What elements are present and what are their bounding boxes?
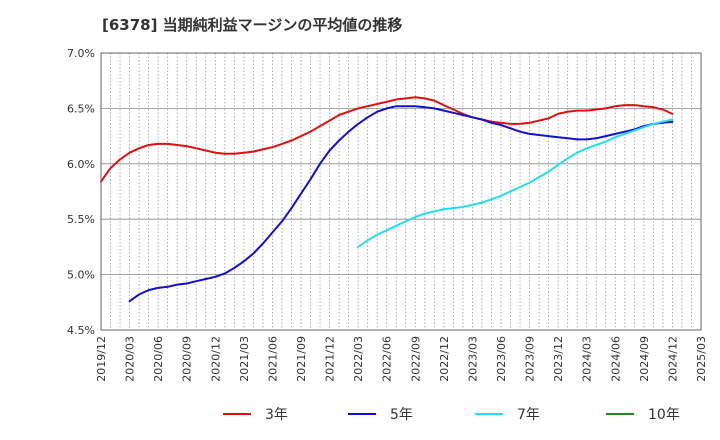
series-line-1 <box>100 96 674 183</box>
legend: 3年 5年 7年 10年 <box>223 407 680 423</box>
x-tick-label: 2023/09 <box>524 336 537 382</box>
x-tick-label: 2021/03 <box>238 336 251 382</box>
x-tick-label: 2020/03 <box>124 336 137 382</box>
plot-area <box>101 53 701 330</box>
series-line-2 <box>128 105 674 303</box>
x-tick-label: 2024/06 <box>609 336 622 382</box>
x-tick-label: 2022/03 <box>352 336 365 382</box>
x-tick-label: 2023/03 <box>466 336 479 382</box>
x-tick-label: 2025/03 <box>695 336 708 382</box>
x-tick-label: 2021/09 <box>295 336 308 382</box>
x-tick-label: 2024/09 <box>638 336 651 382</box>
x-tick-label: 2019/12 <box>95 336 108 382</box>
y-tick-label: 6.5% <box>67 102 95 115</box>
y-tick-label: 7.0% <box>67 47 95 60</box>
legend-label: 3年 <box>265 407 288 423</box>
grid-layer <box>101 52 701 331</box>
plot-frame <box>100 52 702 331</box>
x-tick-label: 2023/06 <box>495 336 508 382</box>
x-tick-label: 2022/09 <box>409 336 422 382</box>
x-tick-label: 2022/06 <box>381 336 394 382</box>
x-tick-label: 2020/06 <box>152 336 165 382</box>
x-tick-label: 2024/03 <box>581 336 594 382</box>
y-tick-label: 5.5% <box>67 213 95 226</box>
x-tick-label: 2020/09 <box>181 336 194 382</box>
chart-title: [6378] 当期純利益マージンの平均値の推移 <box>102 16 403 34</box>
y-tick-label: 5.0% <box>67 269 95 282</box>
legend-label: 7年 <box>517 407 540 423</box>
legend-label: 10年 <box>648 407 680 423</box>
y-tick-label: 4.5% <box>67 324 95 337</box>
x-tick-label: 2021/06 <box>266 336 279 382</box>
axis-layer: 4.5% 5.0% 5.5% 6.0% 6.5% 7.0% 2019/12 2020/03 20… <box>67 47 708 382</box>
x-tick-label: 2023/12 <box>552 336 565 382</box>
y-tick-label: 6.0% <box>67 158 95 171</box>
series-layer <box>100 96 674 303</box>
x-tick-label: 2020/12 <box>209 336 222 382</box>
legend-label: 5年 <box>390 407 413 423</box>
x-tick-label: 2024/12 <box>666 336 679 382</box>
series-line-3 <box>357 118 674 248</box>
x-tick-label: 2021/12 <box>324 336 337 382</box>
x-tick-label: 2022/12 <box>438 336 451 382</box>
